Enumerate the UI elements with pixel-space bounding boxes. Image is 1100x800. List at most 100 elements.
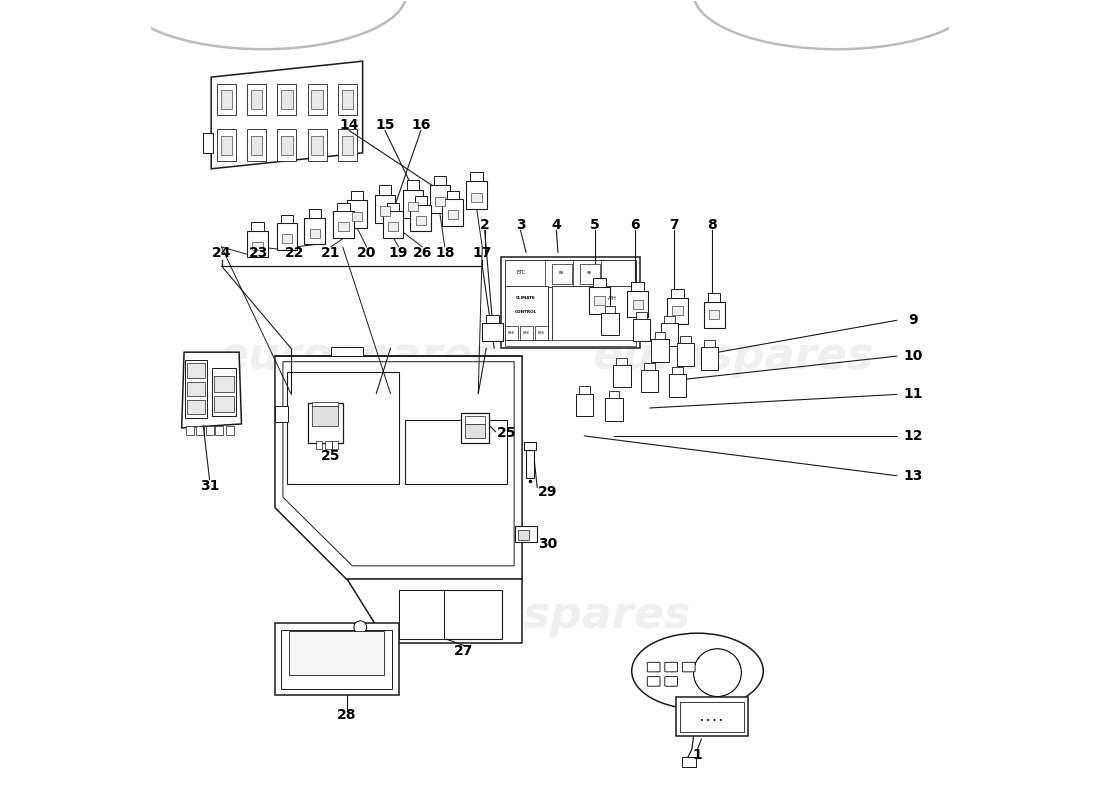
- Text: 12: 12: [903, 429, 923, 443]
- Bar: [637, 311, 647, 318]
- Text: 23: 23: [250, 246, 268, 259]
- Bar: [287, 372, 398, 484]
- Bar: [316, 442, 322, 450]
- Bar: [276, 223, 297, 250]
- Bar: [668, 298, 688, 324]
- Bar: [465, 424, 485, 438]
- Text: 17: 17: [473, 246, 492, 259]
- Bar: [331, 442, 338, 450]
- Bar: [251, 222, 264, 230]
- Bar: [308, 83, 327, 115]
- Text: 21: 21: [321, 246, 341, 259]
- Bar: [448, 210, 458, 219]
- Bar: [580, 264, 600, 284]
- Bar: [579, 386, 590, 394]
- Bar: [282, 90, 293, 109]
- Bar: [669, 374, 686, 397]
- Bar: [645, 362, 654, 370]
- Bar: [505, 326, 518, 340]
- Text: 888: 888: [522, 331, 529, 335]
- Text: 28: 28: [337, 708, 356, 722]
- Text: 3: 3: [516, 218, 526, 232]
- Polygon shape: [275, 356, 522, 579]
- Bar: [214, 376, 233, 392]
- Bar: [465, 416, 485, 424]
- Bar: [311, 136, 323, 154]
- Bar: [221, 90, 232, 109]
- Bar: [206, 426, 213, 435]
- FancyBboxPatch shape: [664, 677, 678, 686]
- Bar: [212, 368, 235, 416]
- Bar: [326, 442, 331, 450]
- Bar: [187, 363, 205, 378]
- Bar: [616, 358, 627, 365]
- Bar: [312, 402, 338, 406]
- Bar: [590, 287, 609, 314]
- Bar: [682, 757, 696, 766]
- Bar: [375, 194, 395, 222]
- Bar: [305, 218, 326, 244]
- Bar: [403, 190, 424, 218]
- Bar: [185, 360, 207, 418]
- Bar: [430, 185, 450, 213]
- Text: ETC: ETC: [517, 270, 526, 275]
- Bar: [708, 293, 720, 302]
- Text: 24: 24: [212, 246, 231, 259]
- Bar: [680, 702, 744, 733]
- Bar: [331, 346, 363, 356]
- Text: 2: 2: [480, 218, 490, 232]
- Text: 27: 27: [454, 644, 474, 658]
- Bar: [519, 326, 534, 340]
- Bar: [248, 83, 266, 115]
- Bar: [408, 202, 418, 211]
- Bar: [631, 282, 644, 291]
- Bar: [217, 83, 235, 115]
- Bar: [251, 136, 263, 154]
- Bar: [526, 450, 535, 478]
- Bar: [214, 396, 233, 412]
- Ellipse shape: [631, 633, 763, 709]
- Bar: [251, 90, 263, 109]
- Text: 13: 13: [903, 469, 923, 482]
- Polygon shape: [283, 362, 514, 566]
- Text: 1: 1: [693, 748, 703, 762]
- Bar: [275, 623, 398, 695]
- Polygon shape: [211, 61, 363, 169]
- Text: 5: 5: [590, 218, 600, 232]
- Bar: [308, 403, 343, 443]
- Bar: [252, 242, 263, 250]
- Bar: [280, 214, 293, 223]
- Bar: [627, 291, 648, 318]
- Bar: [415, 196, 427, 205]
- Bar: [308, 130, 327, 161]
- Bar: [466, 181, 487, 209]
- Text: 10: 10: [903, 349, 923, 363]
- Bar: [500, 257, 640, 348]
- Bar: [275, 406, 288, 422]
- Bar: [216, 426, 223, 435]
- Bar: [338, 83, 358, 115]
- Bar: [608, 391, 619, 398]
- Text: • • • •: • • • •: [701, 718, 723, 724]
- Bar: [398, 590, 503, 639]
- Bar: [676, 343, 694, 366]
- Text: 88: 88: [587, 271, 592, 275]
- Bar: [601, 313, 618, 335]
- Text: 31: 31: [200, 479, 219, 493]
- Bar: [383, 211, 404, 238]
- Bar: [186, 426, 194, 435]
- Bar: [434, 197, 446, 206]
- Bar: [407, 180, 419, 190]
- Bar: [248, 130, 266, 161]
- Bar: [461, 413, 490, 443]
- Text: 29: 29: [538, 485, 558, 498]
- Circle shape: [354, 621, 366, 634]
- Bar: [378, 185, 392, 194]
- Text: eurospares: eurospares: [218, 334, 499, 378]
- Polygon shape: [289, 631, 384, 675]
- Text: 26: 26: [412, 246, 432, 259]
- Bar: [535, 326, 549, 340]
- Bar: [710, 310, 719, 319]
- Bar: [442, 199, 463, 226]
- Polygon shape: [346, 579, 522, 643]
